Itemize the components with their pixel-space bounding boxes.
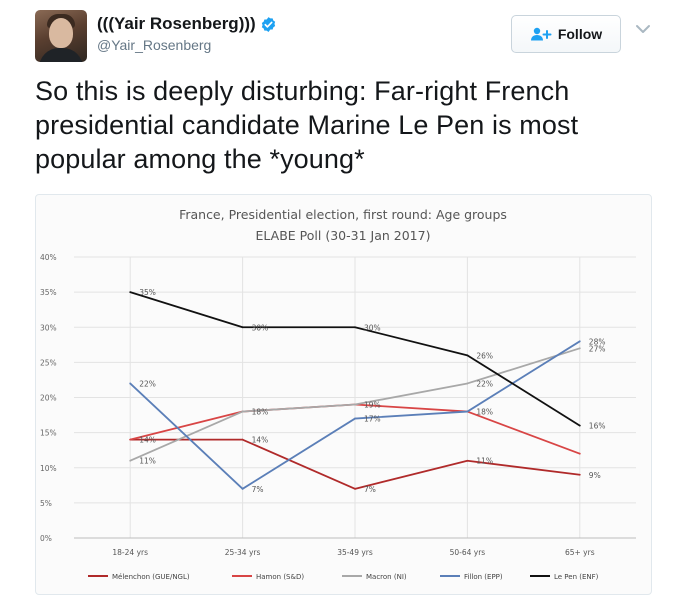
data-label: 11% [476,457,493,466]
x-tick-label: 50-64 yrs [450,548,486,557]
chart-axes: 0% 5% 10% 15% 20% 25% 30% 35% 40% 18-24 yrs 25-34 … [40,253,636,557]
tweet-media-chart[interactable]: 14% 14% 7% 11% 9% 19% 18% 11% 18% 22% 27% 22% 7% 17% 2… [35,194,652,595]
legend-label: Fillon (EPP) [464,573,503,581]
data-point [578,424,581,427]
follow-button[interactable]: Follow [511,15,621,53]
data-label: 35% [139,288,156,297]
data-label: 27% [589,344,606,353]
data-point [354,417,356,420]
data-point [241,410,244,413]
data-point [578,347,581,350]
tweet-text: So this is deeply disturbing: Far-right … [35,76,579,174]
data-label: 22% [476,379,493,388]
y-tick-label: 0% [40,534,52,543]
data-label: 16% [589,422,606,431]
chart-grid [74,256,636,539]
legend-label: Hamon (S&D) [256,573,304,581]
chart-title: France, Presidential election, first rou… [179,207,507,222]
y-tick-label: 20% [40,394,57,403]
chart-subtitle: ELABE Poll (30-31 Jan 2017) [256,228,431,243]
author-block: (((Yair Rosenberg))) @Yair_Rosenberg [97,14,277,53]
data-label: 19% [364,401,381,410]
data-label: 28% [589,337,606,346]
data-point [129,291,132,294]
data-label: 9% [589,471,601,480]
chart-legend: Mélenchon (GUE/NGL) Hamon (S&D) Macron (NI… [88,573,599,581]
author-handle[interactable]: @Yair_Rosenberg [97,37,212,53]
data-label: 30% [364,323,381,332]
data-point [241,487,244,490]
y-tick-label: 35% [40,288,57,297]
data-label: 18% [252,408,269,417]
legend-label: Macron (NI) [366,573,407,581]
data-point [354,487,356,490]
y-tick-label: 40% [40,253,57,262]
data-point [466,410,469,413]
data-point [129,438,132,441]
data-label: 18% [476,408,493,417]
data-point [466,354,469,357]
tweet-header: (((Yair Rosenberg))) @Yair_Rosenberg Fol… [35,10,665,62]
add-user-icon [530,27,552,41]
y-tick-label: 10% [40,464,57,473]
data-label: 30% [252,323,269,332]
data-point [354,326,356,329]
follow-label: Follow [557,26,603,42]
data-point [129,459,132,462]
display-name[interactable]: (((Yair Rosenberg))) [97,14,256,33]
data-label: 14% [252,436,269,445]
y-tick-label: 25% [40,358,57,367]
y-tick-label: 30% [40,323,57,332]
data-point [466,459,469,462]
x-tick-label: 35-49 yrs [337,548,373,557]
x-tick-label: 18-24 yrs [112,548,148,557]
data-point [129,382,132,385]
data-point [354,403,356,406]
data-point [241,438,244,441]
avatar-face [49,18,73,48]
data-point [578,452,581,455]
data-label: 22% [139,379,156,388]
data-point [578,473,581,476]
y-tick-label: 5% [40,499,52,508]
data-label: 26% [476,351,493,360]
data-label: 7% [252,485,264,494]
data-point [241,326,244,329]
line-chart: 14% 14% 7% 11% 9% 19% 18% 11% 18% 22% 27% 22% 7% 17% 2… [40,207,636,581]
chart-series [129,291,581,490]
legend-label: Le Pen (ENF) [554,573,599,581]
data-label: 7% [364,485,376,494]
x-tick-label: 65+ yrs [565,548,595,557]
chevron-down-icon[interactable] [635,24,651,34]
y-tick-label: 15% [40,429,57,438]
chart-data-labels: 14% 14% 7% 11% 9% 19% 18% 11% 18% 22% 27% 22% 7% 17% 2… [139,288,605,494]
data-label: 17% [364,415,381,424]
x-tick-label: 25-34 yrs [225,548,261,557]
avatar[interactable] [35,10,87,62]
data-label: 11% [139,457,156,466]
verified-badge-icon [261,16,275,32]
legend-label: Mélenchon (GUE/NGL) [112,573,190,581]
avatar-shirt [39,48,83,62]
data-label: 14% [139,436,156,445]
data-point [466,382,469,385]
data-point [578,340,581,343]
